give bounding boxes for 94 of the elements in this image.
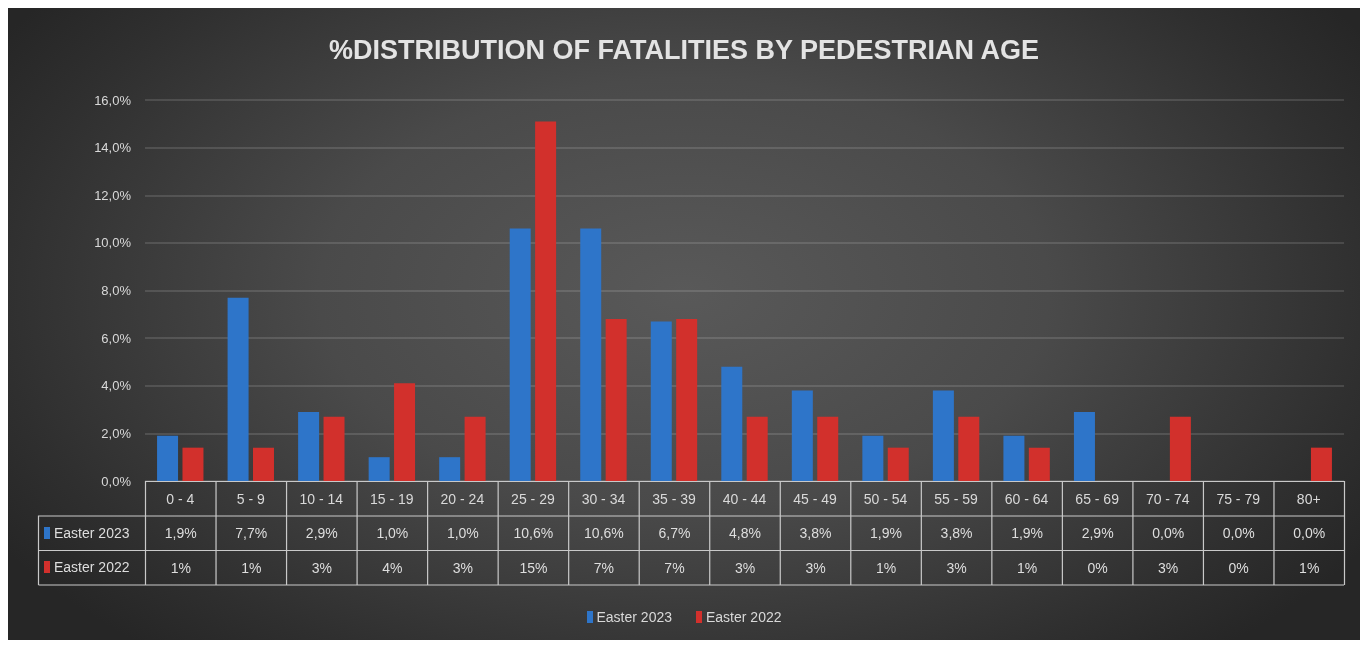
y-tick-label: 4,0% — [101, 378, 132, 394]
data-label: 0% — [1086, 558, 1109, 578]
data-label: 1% — [240, 558, 263, 578]
text: Easter 2023 — [596, 609, 672, 625]
x-tick-label: 0 - 4 — [166, 491, 195, 507]
chart-title: %DISTRIBUTION OF FATALITIES BY PEDESTRIAN AGE — [328, 34, 1040, 65]
data-label: 1% — [1298, 558, 1321, 578]
bar — [650, 321, 672, 481]
data-label: 3% — [733, 558, 757, 578]
bar — [1003, 435, 1025, 481]
data-label: 3% — [1157, 558, 1180, 578]
data-label: 3% — [804, 558, 827, 578]
x-tick-label: 55 - 59 — [934, 491, 979, 507]
bar — [394, 383, 416, 481]
bar — [535, 121, 557, 481]
bar — [958, 416, 980, 481]
y-tick-label: 14,0% — [94, 140, 132, 156]
data-label: 3% — [451, 558, 474, 578]
y-tick-label: 16,0% — [94, 92, 132, 108]
bar — [746, 416, 768, 481]
y-tick-label: 2,0% — [101, 425, 132, 441]
legend-label: Easter 2022 — [54, 559, 130, 576]
bar — [227, 297, 249, 481]
bar — [1028, 447, 1050, 481]
bar — [298, 411, 320, 481]
data-label: 3,8% — [939, 524, 974, 544]
bar — [721, 366, 743, 481]
text: Easter 2022 — [706, 609, 782, 625]
bar — [1169, 416, 1191, 481]
bar — [157, 435, 179, 481]
x-tick-label: 20 - 24 — [440, 491, 485, 507]
x-tick-label: 5 - 9 — [236, 491, 266, 507]
data-label: 3% — [310, 558, 333, 578]
bar — [676, 319, 698, 481]
legend-label: Easter 2023 — [54, 524, 130, 541]
y-tick-label: 8,0% — [101, 283, 132, 298]
bar — [323, 416, 345, 481]
data-label: 10,6% — [583, 524, 625, 544]
x-tick-label: 60 - 64 — [1004, 491, 1049, 507]
data-label: 7,7% — [234, 524, 269, 544]
data-label: 1,0% — [445, 524, 480, 544]
bar — [439, 457, 461, 481]
x-tick-label: 15 - 19 — [370, 491, 414, 507]
data-label: 10,6% — [512, 524, 555, 544]
data-label: 4% — [381, 558, 404, 578]
y-tick-label: 12,0% — [94, 187, 132, 203]
data-label: 1,9% — [163, 524, 198, 544]
y-tick-label: 10,0% — [94, 235, 132, 251]
bar — [791, 390, 813, 481]
bar — [253, 447, 274, 481]
data-label: 1% — [1016, 558, 1039, 578]
x-tick-label: 65 - 69 — [1075, 491, 1120, 507]
x-tick-label: 35 - 39 — [652, 491, 696, 507]
x-tick-label: 10 - 14 — [299, 491, 344, 507]
data-label: 0% — [1227, 558, 1250, 578]
bar — [182, 447, 204, 481]
data-label: 0,0% — [1292, 524, 1327, 544]
x-tick-label: 50 - 54 — [863, 491, 908, 507]
x-tick-label: 75 - 79 — [1216, 491, 1261, 507]
x-tick-label: 30 - 34 — [581, 491, 626, 507]
bar — [464, 416, 486, 481]
data-label: 1,9% — [869, 524, 903, 544]
bar — [862, 435, 884, 481]
bar — [932, 390, 954, 481]
data-label: 15% — [518, 558, 549, 578]
data-label: 7% — [663, 558, 686, 578]
x-tick-label: 80+ — [1296, 491, 1321, 507]
bar — [817, 416, 839, 481]
bar — [887, 447, 909, 481]
bar — [1073, 411, 1095, 481]
bar — [605, 319, 627, 481]
data-label: 1,0% — [375, 524, 410, 544]
data-label: 6,7% — [657, 524, 692, 544]
data-label: 2,9% — [1080, 524, 1115, 544]
data-label: 7% — [592, 558, 616, 578]
data-label: 3,8% — [798, 524, 833, 544]
x-tick-label: 40 - 44 — [722, 491, 767, 507]
data-label: 1% — [169, 558, 192, 578]
data-label: 0,0% — [1221, 524, 1256, 544]
data-label: 2,9% — [304, 524, 339, 544]
x-tick-label: 25 - 29 — [511, 491, 555, 507]
y-tick-label: 0,0% — [101, 473, 132, 489]
data-label: 4,8% — [728, 524, 762, 544]
bar — [580, 228, 602, 481]
data-label: 1% — [874, 558, 898, 578]
x-tick-label: 70 - 74 — [1145, 491, 1190, 507]
bar — [509, 228, 531, 481]
y-tick-label: 6,0% — [101, 330, 132, 346]
bar — [1310, 447, 1332, 481]
data-label: 3% — [945, 558, 968, 578]
bar — [368, 457, 390, 481]
data-label: 1,9% — [1010, 524, 1045, 544]
data-label: 0,0% — [1151, 524, 1186, 544]
x-tick-label: 45 - 49 — [793, 491, 838, 507]
